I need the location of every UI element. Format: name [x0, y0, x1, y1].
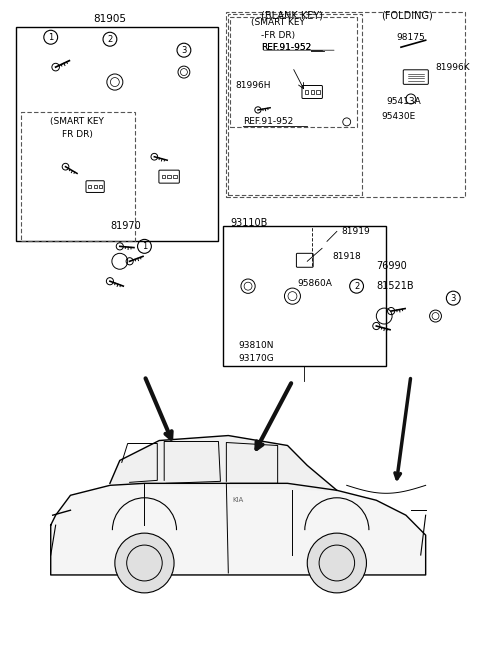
Text: 1: 1 — [48, 33, 53, 42]
Bar — [227, 12, 465, 197]
Text: 81521B: 81521B — [376, 281, 414, 291]
Bar — [228, 14, 361, 195]
Text: (SMART KEY: (SMART KEY — [251, 18, 305, 27]
Bar — [316, 91, 320, 94]
Bar — [162, 175, 165, 178]
Text: 3: 3 — [181, 46, 187, 54]
Text: 93810N: 93810N — [238, 341, 274, 350]
Text: 2: 2 — [354, 281, 359, 291]
Text: 93170G: 93170G — [238, 354, 274, 363]
Bar — [305, 91, 308, 94]
Bar — [99, 185, 102, 188]
Text: 1: 1 — [142, 242, 147, 251]
Circle shape — [115, 533, 174, 593]
Bar — [94, 185, 96, 188]
Text: KIA: KIA — [233, 497, 244, 503]
Text: 93110B: 93110B — [230, 218, 268, 228]
Text: 76990: 76990 — [376, 261, 407, 272]
Text: 98175: 98175 — [396, 33, 425, 42]
Text: REF.91-952: REF.91-952 — [261, 43, 311, 52]
Polygon shape — [51, 483, 426, 575]
Text: (SMART KEY: (SMART KEY — [50, 117, 104, 127]
Text: 81919: 81919 — [342, 227, 371, 236]
Text: 95413A: 95413A — [386, 98, 421, 106]
Bar — [311, 91, 314, 94]
Text: REF.91-952: REF.91-952 — [243, 117, 293, 127]
Bar — [223, 226, 386, 366]
Text: 81996H: 81996H — [235, 81, 271, 89]
Bar — [230, 17, 357, 127]
Text: 95430E: 95430E — [381, 112, 416, 121]
Text: 3: 3 — [451, 294, 456, 302]
Text: 95860A: 95860A — [298, 279, 332, 288]
Bar — [21, 112, 134, 241]
Text: 81996K: 81996K — [435, 62, 470, 72]
Bar — [173, 175, 177, 178]
Text: 81918: 81918 — [332, 252, 360, 261]
Text: REF.91-952: REF.91-952 — [261, 43, 311, 52]
Bar — [168, 175, 171, 178]
Polygon shape — [110, 436, 337, 490]
Text: -FR DR): -FR DR) — [261, 31, 295, 40]
Bar — [88, 185, 91, 188]
Circle shape — [307, 533, 366, 593]
Text: FR DR): FR DR) — [62, 131, 93, 139]
Text: 81905: 81905 — [94, 14, 126, 24]
Bar — [16, 28, 218, 241]
Text: 81970: 81970 — [110, 222, 141, 232]
Text: 2: 2 — [108, 35, 112, 44]
Text: (BLANK KEY): (BLANK KEY) — [262, 10, 324, 20]
Text: (FOLDING): (FOLDING) — [381, 10, 433, 20]
